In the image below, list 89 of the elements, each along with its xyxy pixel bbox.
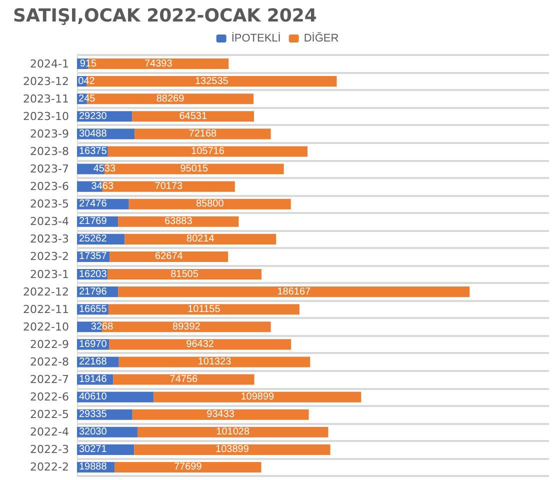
legend-label: DİĞER [304, 32, 339, 44]
data-label: 32030 [79, 426, 108, 438]
bar [128, 198, 291, 210]
legend-label: İPOTEKLİ [231, 32, 281, 44]
data-label: 40610 [79, 392, 108, 403]
y-tick-label: 2022-12 [23, 285, 69, 298]
bar [109, 339, 292, 350]
y-tick-label: 2023-2 [30, 250, 69, 264]
y-tick-label: 2023-3 [30, 232, 69, 246]
bar [134, 128, 271, 140]
y-tick-label: 2023-7 [30, 162, 69, 176]
bar [118, 286, 470, 298]
y-tick-label: 2022-10 [23, 320, 69, 334]
y-tick-label: 2024-1 [30, 57, 69, 70]
data-label: 101323 [198, 356, 232, 368]
data-label: 70173 [154, 181, 183, 192]
bar [137, 426, 328, 438]
data-label: 132535 [194, 76, 229, 87]
y-tick-label: 2023-5 [30, 198, 69, 211]
data-label: 64531 [179, 110, 208, 122]
data-label: 80214 [186, 234, 215, 245]
y-tick-label: 2023-8 [30, 144, 69, 158]
data-label: 101028 [216, 426, 250, 438]
data-label: 22168 [79, 356, 108, 368]
bar [154, 392, 362, 402]
y-tick-label: 2023-6 [30, 180, 69, 194]
data-label: 109899 [240, 392, 275, 403]
y-tick-label: 2023-11 [23, 92, 69, 106]
data-label: 81505 [170, 268, 199, 280]
data-label: 29230 [79, 110, 108, 122]
bar [108, 146, 308, 157]
y-tick-label: 2022-2 [30, 460, 69, 474]
data-label: 16203 [79, 268, 108, 280]
data-label: 21796 [79, 286, 108, 298]
bar [114, 462, 262, 472]
bar [132, 409, 309, 420]
y-tick-label: 2022-9 [30, 338, 69, 351]
data-label: 16655 [79, 304, 108, 315]
bar [124, 234, 276, 244]
data-label: 21769 [79, 216, 108, 228]
data-label: 25262 [79, 234, 108, 245]
data-label: 105716 [191, 146, 225, 157]
y-tick-label: 2023-4 [30, 215, 69, 228]
data-label: 63883 [164, 216, 193, 228]
y-tick-label: 2022-8 [30, 355, 69, 368]
chart-title: SATIŞI,OCAK 2022-OCAK 2024 [13, 6, 317, 26]
data-label: 72168 [188, 128, 218, 140]
data-label: 74393 [144, 58, 173, 70]
y-tick-label: 2022-5 [30, 408, 69, 422]
data-label: 16375 [79, 146, 108, 157]
data-label: 101155 [188, 304, 221, 315]
y-tick-label: 2022-6 [30, 390, 69, 404]
data-label: 17357 [79, 251, 108, 262]
data-label: 30271 [79, 444, 108, 456]
bar [108, 269, 262, 280]
y-tick-label: 2022-11 [23, 302, 69, 316]
data-label: 93433 [206, 409, 235, 420]
data-label: 29335 [79, 409, 108, 420]
bar [118, 356, 310, 368]
bar [113, 374, 254, 385]
data-label: 103899 [216, 444, 250, 456]
data-label: 96432 [186, 338, 214, 350]
y-tick-label: 2023-10 [23, 110, 69, 123]
bar [118, 216, 239, 227]
bar [110, 251, 228, 262]
data-label: 85800 [196, 198, 224, 210]
y-tick-label: 2022-4 [30, 426, 69, 439]
data-label: 16970 [79, 338, 108, 350]
data-label: 27476 [79, 198, 108, 210]
y-tick-label: 2023-9 [30, 127, 69, 140]
y-tick-label: 2022-7 [30, 373, 69, 386]
y-tick-label: 2023-12 [23, 74, 69, 88]
annotation: 3268 [90, 321, 114, 332]
data-label: 19146 [79, 374, 108, 386]
data-label: 62674 [155, 251, 184, 262]
annotation: 042 [78, 76, 96, 87]
bar [132, 111, 254, 122]
data-label: 89392 [172, 321, 201, 332]
data-label: 30488 [79, 128, 108, 140]
bar [108, 304, 300, 315]
data-label: 74756 [170, 374, 198, 386]
data-label: 77699 [174, 462, 202, 473]
bar [134, 444, 330, 455]
data-label: 19888 [79, 462, 108, 473]
data-label: 88269 [156, 93, 185, 104]
y-tick-label: 2022-3 [30, 443, 69, 456]
data-label: 186167 [277, 286, 312, 298]
y-tick-label: 2023-1 [30, 268, 69, 281]
data-label: 95015 [180, 164, 208, 175]
